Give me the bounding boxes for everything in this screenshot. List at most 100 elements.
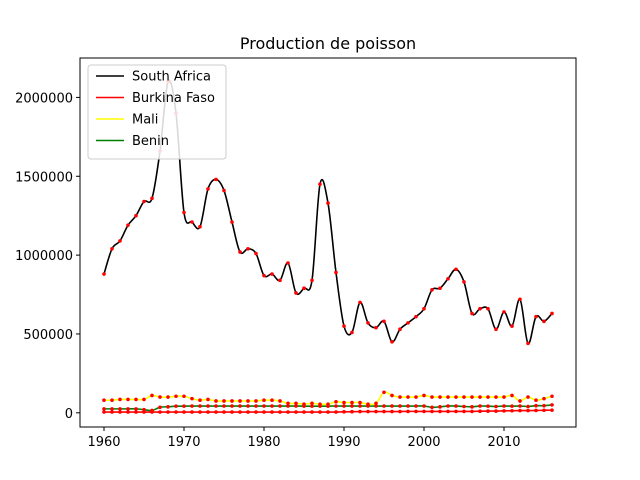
data-point-mali <box>102 398 106 402</box>
data-point-south-africa <box>374 325 378 330</box>
data-point-mali <box>174 394 178 399</box>
data-point-mali <box>310 401 314 406</box>
data-point-south-africa <box>254 251 258 256</box>
data-point-mali <box>550 394 554 399</box>
data-point-burkina-faso <box>390 409 394 414</box>
data-point-south-africa <box>294 291 298 295</box>
data-point-mali <box>494 395 498 399</box>
legend: South Africa Burkina Faso Mali Benin <box>87 64 227 160</box>
x-tick-label: 1970 <box>167 435 200 450</box>
data-point-benin <box>238 404 242 408</box>
data-point-burkina-faso <box>502 409 506 413</box>
data-point-mali <box>182 394 186 399</box>
y-tick-label: 2000000 <box>15 91 73 106</box>
data-point-mali <box>534 398 538 402</box>
data-point-burkina-faso <box>438 409 442 414</box>
data-point-mali <box>230 399 234 403</box>
data-point-burkina-faso <box>302 410 306 414</box>
data-point-south-africa <box>398 327 402 332</box>
data-point-benin <box>446 404 450 408</box>
data-point-benin <box>334 404 338 408</box>
data-point-benin <box>550 403 554 407</box>
data-point-mali <box>454 395 458 399</box>
y-tick-label: 500000 <box>23 328 73 343</box>
data-point-south-africa <box>246 247 250 251</box>
data-point-south-africa <box>182 210 186 215</box>
data-point-south-africa <box>278 278 282 283</box>
data-point-benin <box>510 404 514 408</box>
data-point-burkina-faso <box>246 410 250 414</box>
data-point-burkina-faso <box>102 410 106 414</box>
data-point-benin <box>222 404 226 408</box>
data-point-burkina-faso <box>230 410 234 414</box>
data-point-burkina-faso <box>318 410 322 414</box>
data-point-benin <box>470 405 474 409</box>
data-point-south-africa <box>222 188 226 193</box>
data-point-burkina-faso <box>166 410 170 414</box>
data-point-south-africa <box>422 306 426 311</box>
data-point-burkina-faso <box>134 410 138 414</box>
data-point-mali <box>326 402 330 406</box>
data-point-south-africa <box>214 177 218 182</box>
data-point-benin <box>518 404 522 408</box>
data-point-mali <box>334 399 338 404</box>
data-point-south-africa <box>550 311 554 316</box>
data-point-mali <box>142 397 146 402</box>
data-point-mali <box>134 397 138 402</box>
data-point-burkina-faso <box>126 410 130 414</box>
data-point-benin <box>158 405 162 410</box>
data-point-mali <box>342 400 346 405</box>
data-point-mali <box>542 396 546 401</box>
data-point-burkina-faso <box>510 408 514 413</box>
data-point-burkina-faso <box>190 410 194 414</box>
data-point-benin <box>286 404 290 408</box>
data-point-mali <box>446 395 450 399</box>
data-point-mali <box>350 400 354 405</box>
data-point-burkina-faso <box>142 410 146 414</box>
data-point-benin <box>166 405 170 409</box>
legend-label-south-africa: South Africa <box>132 70 211 85</box>
data-point-burkina-faso <box>366 409 370 414</box>
data-point-south-africa <box>382 319 386 324</box>
data-point-burkina-faso <box>310 410 314 414</box>
data-point-south-africa <box>534 314 538 319</box>
data-point-mali <box>206 397 210 402</box>
data-point-benin <box>534 403 538 408</box>
data-point-south-africa <box>350 330 354 335</box>
data-point-south-africa <box>542 319 546 324</box>
data-point-south-africa <box>230 220 234 224</box>
data-point-south-africa <box>110 247 114 251</box>
data-point-benin <box>406 404 410 408</box>
data-point-mali <box>406 395 410 399</box>
data-point-south-africa <box>134 213 138 218</box>
data-point-benin <box>262 404 266 408</box>
data-point-mali <box>262 398 266 402</box>
data-point-burkina-faso <box>518 408 522 413</box>
data-point-burkina-faso <box>422 409 426 414</box>
data-point-south-africa <box>270 272 274 276</box>
data-point-burkina-faso <box>110 410 114 414</box>
data-point-south-africa <box>318 182 322 186</box>
data-point-mali <box>198 398 202 402</box>
data-point-south-africa <box>150 196 154 201</box>
data-point-south-africa <box>430 288 434 292</box>
data-point-mali <box>478 395 482 399</box>
data-point-benin <box>502 404 506 408</box>
data-point-burkina-faso <box>286 410 290 414</box>
data-point-south-africa <box>470 311 474 316</box>
data-point-burkina-faso <box>262 410 266 414</box>
data-point-burkina-faso <box>254 410 258 414</box>
data-point-south-africa <box>462 280 466 284</box>
data-point-benin <box>294 404 298 408</box>
data-point-mali <box>214 399 218 403</box>
data-point-mali <box>502 395 506 399</box>
data-point-south-africa <box>510 324 514 328</box>
data-point-mali <box>286 401 290 406</box>
data-point-mali <box>254 399 258 403</box>
data-point-south-africa <box>342 324 346 328</box>
data-point-benin <box>206 404 210 408</box>
data-point-burkina-faso <box>214 410 218 414</box>
data-point-mali <box>270 398 274 402</box>
data-point-south-africa <box>262 273 266 278</box>
data-point-benin <box>526 404 530 409</box>
